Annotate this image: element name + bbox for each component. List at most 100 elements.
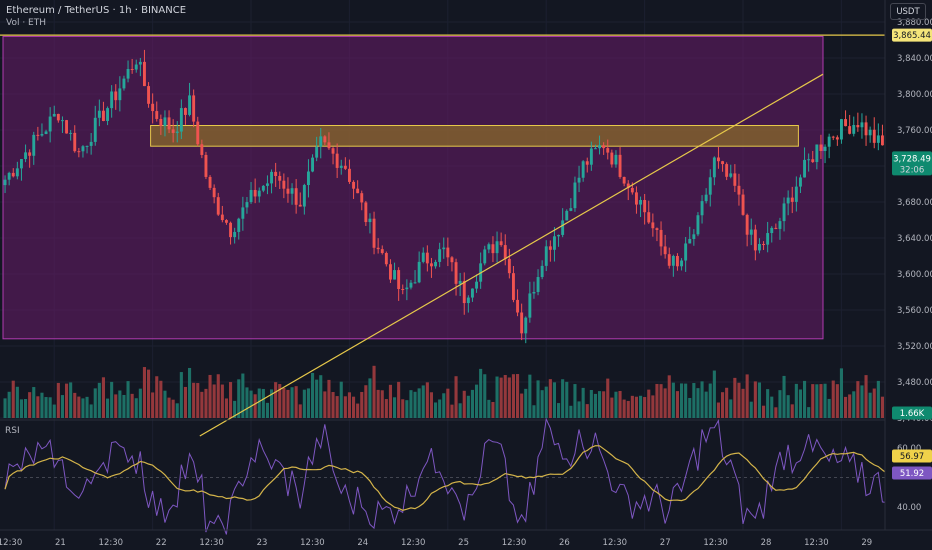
candle-body [65,120,68,134]
volume-bar [7,391,11,418]
volume-bar [155,376,159,418]
time-tick-label: 26 [559,538,570,548]
time-tick-label: 12:30 [300,538,325,548]
volume-bar [69,382,73,418]
candle-body [311,157,314,172]
time-tick-label: 24 [357,538,368,548]
volume-bar [823,383,827,418]
candle-body [729,173,733,177]
volume-bar [241,373,245,418]
volume-bar [319,375,323,418]
candle-body [835,137,839,140]
candle-body [151,103,155,112]
candle-body [663,246,667,255]
volume-bar [745,374,749,418]
volume-indicator-label[interactable]: Vol · ETH [6,18,46,28]
volume-bar [651,395,655,418]
candle-body [155,111,159,119]
currency-button[interactable]: USDT [890,3,926,20]
candle-body [524,317,528,334]
volume-bar [499,377,503,418]
candle-body [598,145,601,149]
volume-bar [171,399,175,418]
volume-bar [216,374,220,418]
volume-bar [97,382,101,418]
candle-body [315,146,319,158]
volume-bar [762,405,766,418]
volume-bar [401,399,405,418]
volume-bar [65,383,69,418]
candle-body [290,188,294,194]
volume-bar [606,378,610,418]
candle-body [204,154,208,177]
candle-body [872,129,876,143]
candle-body [540,265,544,278]
volume-bar [56,382,60,418]
candle-body [44,131,48,135]
candle-body [844,119,847,127]
volume-bar [548,379,552,418]
volume-bar [466,395,470,418]
candle-body [622,176,626,184]
volume-bar [811,384,815,418]
candle-body [721,161,724,165]
candle-body [286,188,290,194]
price-tick-label: 3,640.00 [897,234,932,244]
candle-body [380,249,384,254]
candle-body [827,136,831,147]
candle-body [294,188,298,205]
volume-bar [729,399,733,418]
volume-bar [405,400,409,418]
candle-body [692,234,696,239]
rsi-indicator-label[interactable]: RSI [5,426,20,436]
candle-body [536,277,540,292]
volume-bar [60,395,64,418]
candle-body [319,136,323,147]
candle-body [220,214,224,221]
candle-body [786,197,790,204]
rsi-ma-line [4,445,895,511]
candle-body [257,190,261,197]
volume-bar [270,389,274,418]
symbol-title[interactable]: Ethereum / TetherUS · 1h · BINANCE [6,5,187,16]
candle-body [569,208,573,211]
candle-body [253,189,257,197]
volume-bar [245,387,249,418]
rsi-ma-tag: 56.97 [900,452,924,462]
price-tick-label: 3,520.00 [897,342,932,352]
volume-bar [712,370,716,418]
candle-body [249,189,253,203]
candle-body [7,172,11,180]
candle-body [815,144,819,163]
volume-bar [848,394,852,418]
volume-bar [622,399,626,418]
candle-body [266,183,269,186]
candle-body [819,144,823,151]
volume-bar [835,384,839,418]
volume-bar [175,403,179,418]
volume-bar [511,374,515,418]
volume-bar [524,388,528,418]
volume-bar [19,399,23,418]
candle-body [376,247,380,250]
price-tick-label: 3,560.00 [897,306,932,316]
rsi-ma-tag-bg [892,449,932,463]
candle-body [725,164,729,177]
volume-bar [503,375,507,418]
rsi-value-tag-bg [892,466,932,480]
volume-bar [692,383,696,418]
volume-bar [130,393,134,418]
level-high-tag: 3,865.44 [893,31,931,41]
candle-body [774,227,778,229]
candle-body [458,280,462,284]
price-tick-label: 3,880.00 [897,18,932,28]
candle-body [446,247,450,258]
volume-bar [126,381,130,418]
time-tick-label: 12:30 [401,538,426,548]
volume-bar [659,384,663,418]
rsi-tick-label: 40.00 [897,503,921,513]
volume-bar [122,394,126,418]
candle-body [696,215,700,235]
volume-bar [233,400,237,418]
